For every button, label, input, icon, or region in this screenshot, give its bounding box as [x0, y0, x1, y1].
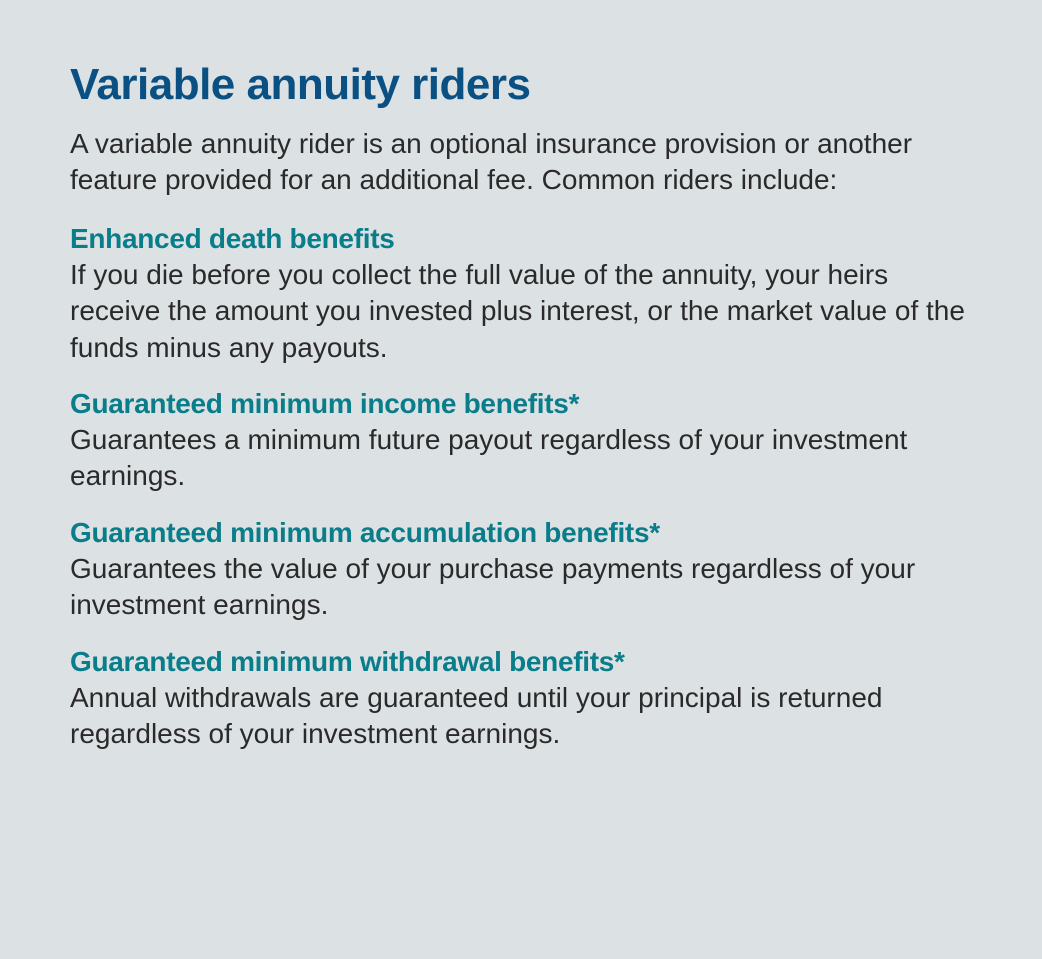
section-guaranteed-minimum-withdrawal: Guaranteed minimum withdrawal benefits* … [70, 646, 970, 753]
section-guaranteed-minimum-income: Guaranteed minimum income benefits* Guar… [70, 388, 970, 495]
section-body: If you die before you collect the full v… [70, 257, 970, 366]
document-container: Variable annuity riders A variable annui… [70, 60, 970, 752]
section-enhanced-death-benefits: Enhanced death benefits If you die befor… [70, 223, 970, 366]
section-guaranteed-minimum-accumulation: Guaranteed minimum accumulation benefits… [70, 517, 970, 624]
intro-paragraph: A variable annuity rider is an optional … [70, 126, 970, 199]
section-body: Annual withdrawals are guaranteed until … [70, 680, 970, 753]
section-heading: Guaranteed minimum income benefits* [70, 388, 970, 420]
section-heading: Guaranteed minimum withdrawal benefits* [70, 646, 970, 678]
section-body: Guarantees the value of your purchase pa… [70, 551, 970, 624]
page-title: Variable annuity riders [70, 60, 970, 110]
section-body: Guarantees a minimum future payout regar… [70, 422, 970, 495]
section-heading: Guaranteed minimum accumulation benefits… [70, 517, 970, 549]
section-heading: Enhanced death benefits [70, 223, 970, 255]
